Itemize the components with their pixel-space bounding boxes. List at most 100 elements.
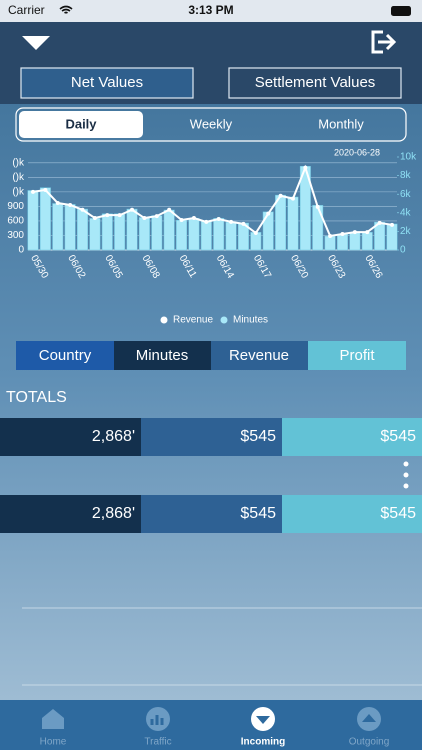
logout-icon[interactable] [371,30,397,54]
row-value: 2,868' [92,505,135,522]
bar [337,233,348,251]
bar [151,215,163,251]
point [179,217,184,222]
legend-label: Revenue [173,315,213,326]
point [43,187,48,192]
column-header[interactable] [211,341,308,370]
bar [27,190,39,251]
row-value: 2,868' [92,428,135,445]
point [204,219,209,224]
row-cell [282,495,422,533]
outgoing-glyph [362,714,376,722]
point [154,214,159,219]
home-icon[interactable] [42,709,64,729]
column-minutes: Minutes [136,347,189,364]
more-dot[interactable] [403,483,409,489]
bar [163,209,175,251]
point [130,207,135,212]
point [328,233,333,238]
bar [188,218,200,251]
point [142,216,147,221]
tab-traffic[interactable]: Traffic [144,737,171,748]
point [352,230,357,235]
y-tick-label: ()k [12,157,25,168]
point [191,216,196,221]
row-cell [282,418,422,456]
point [390,222,394,227]
bar [138,217,150,251]
chart-date: 2020-06-28 [334,147,380,157]
point [278,193,283,198]
bar [101,213,113,251]
row-cell [0,495,141,533]
bar [200,220,212,251]
carrier: Carrier [8,3,45,17]
dropdown-icon[interactable] [22,36,50,50]
legend-swatch [160,316,168,324]
point [216,217,221,221]
row-cell [141,418,282,456]
segment-weekly[interactable]: Weekly [190,116,233,131]
bar [126,208,138,251]
y2-tick-label: 8k [400,170,412,181]
tab-home[interactable]: Home [40,737,67,748]
more-dot[interactable] [403,472,409,478]
bar [213,218,225,251]
bar [312,205,324,251]
y2-tick-label: 10k [400,152,417,163]
net-values-label: Net Values [71,74,143,91]
bar [114,213,126,251]
point [167,207,172,212]
point [377,220,382,225]
column-header[interactable] [16,341,114,370]
point [241,221,246,226]
tab-bar [0,700,422,750]
line [32,164,393,238]
row-cell [141,495,282,533]
traffic-glyph [150,715,164,725]
y-tick-label: 600 [7,216,24,227]
wifi-icon [59,5,73,14]
bar [275,194,287,251]
segment-selected[interactable] [19,111,143,138]
settlement-values-button[interactable] [228,67,402,99]
y2-tick-label: 6k [400,189,412,200]
net-values-button[interactable] [20,67,194,99]
legend-label: Minutes [233,315,268,326]
point [68,202,73,207]
bar [77,208,88,251]
bar [349,232,361,251]
totals-label: TOTALS [6,389,67,406]
column-header[interactable] [308,341,406,370]
bar [52,203,64,251]
column-profit: Profit [339,347,375,364]
tab-outgoing[interactable]: Outgoing [349,737,390,748]
point [105,213,110,218]
legend-swatch [220,316,228,324]
y-tick-label: ()k [12,172,25,183]
point [117,213,122,218]
column-header[interactable] [114,341,211,370]
y2-tick-label: 4k [400,207,412,218]
point [55,201,60,206]
y2-tick-label: 0 [400,245,406,256]
segment-daily[interactable]: Daily [65,116,97,131]
row-value: $545 [240,505,276,522]
more-dot[interactable] [403,461,409,467]
y-tick-label: 900 [7,201,24,212]
bar [225,221,237,251]
row-value: $545 [240,428,276,445]
segment-monthly[interactable]: Monthly [318,116,364,131]
point [229,219,234,224]
point [80,207,85,212]
point [315,204,320,209]
segmented-control [15,107,407,142]
column-country: Country [39,347,92,364]
tab-incoming[interactable]: Incoming [241,737,285,748]
bar [176,219,188,251]
totals-rows: 2,868' $545 $545 2,868' $545 $545 [0,418,422,533]
y-tick-label: 300 [7,230,24,241]
bar [361,232,373,251]
